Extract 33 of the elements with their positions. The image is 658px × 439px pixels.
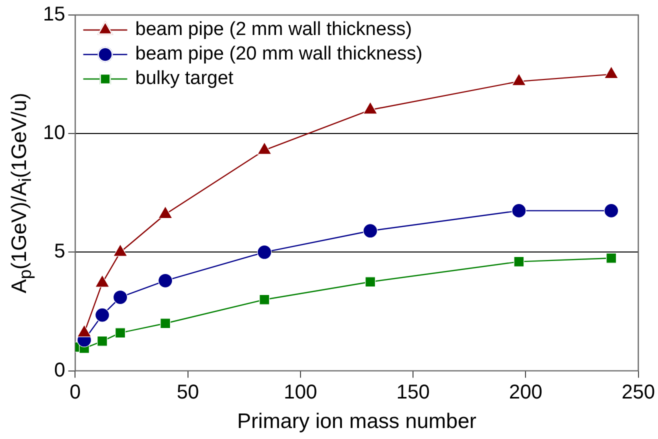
x-axis-title: Primary ion mass number [237,410,476,434]
point [115,328,126,338]
point [94,308,110,322]
x-tick-label: 150 [396,381,430,404]
point [259,294,270,305]
point [512,203,526,218]
point [362,224,378,238]
point [257,244,272,260]
x-tick-label: 250 [622,381,656,404]
point [514,256,524,267]
point [512,73,526,86]
point [604,203,619,218]
legend-label: bulky target [135,68,234,90]
y-tick-label: 10 [42,122,66,144]
y-tick-label: 0 [54,359,66,382]
x-tick-label: 50 [176,381,199,404]
legend-label: beam pipe (2 mm wall thickness) [135,19,412,40]
point [606,252,617,264]
point [112,290,128,305]
point [257,142,272,155]
point [158,206,173,219]
x-tick-label: 0 [70,381,81,404]
y-tick-label: 15 [42,4,66,26]
point [158,273,173,288]
y-tick-label: 5 [54,240,66,263]
point [365,276,376,288]
point [97,336,108,346]
legend-label: beam pipe (20 mm wall thickness) [135,44,422,65]
x-tick-label: 100 [284,381,318,404]
point [604,66,619,79]
x-tick-label: 200 [509,381,542,404]
point [160,318,171,329]
point [363,102,378,114]
